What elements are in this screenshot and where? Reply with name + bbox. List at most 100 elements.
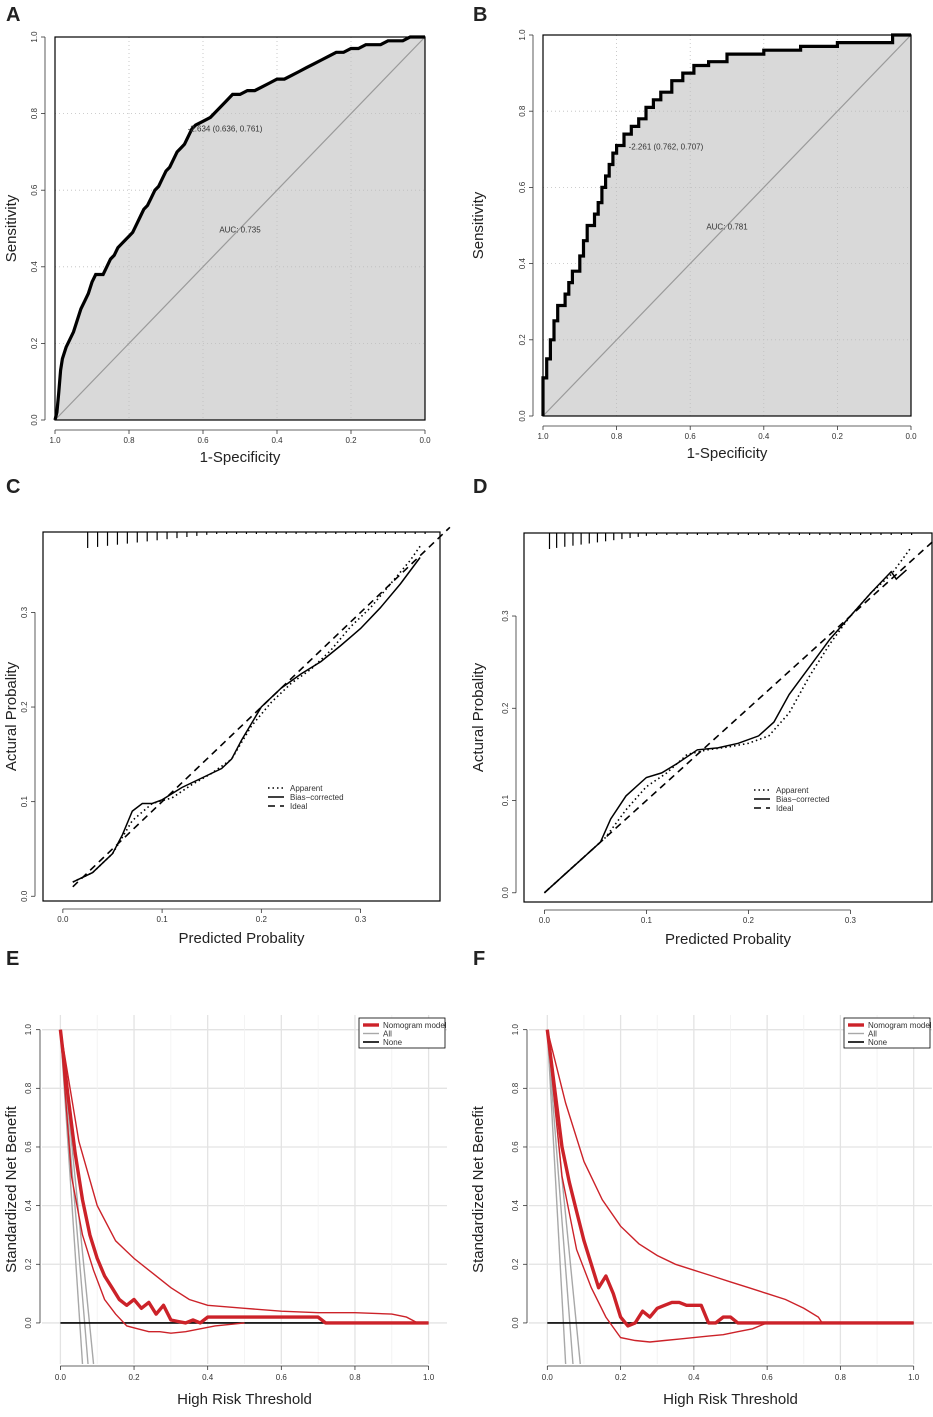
roc-chart-b: 1.0 0.8 0.6 0.4 0.2 0.0 0.0 0.2 0.4 0.6 0.8 1.0 1-Sp… [470, 29, 917, 462]
nomogram-model-curve [58, 1029, 429, 1325]
x-axis-label: Predicted Probality [665, 931, 791, 948]
treat-all-line [546, 1029, 567, 1365]
x-tick-label: 0.8 [123, 436, 135, 445]
x-tick-label: 0.3 [845, 916, 857, 925]
y-tick-label: 0.8 [24, 1082, 33, 1094]
panel-e: E Nomogram model All None 0.0 0.2 0.4 0.6 0.8 1.… [0, 944, 466, 1416]
y-tick-label: 0.2 [20, 701, 29, 713]
upper-ci-curve [59, 1029, 418, 1324]
y-tick-label: 1.0 [518, 29, 527, 41]
y-tick-label: 0.6 [30, 184, 39, 196]
x-tick-label: 1.0 [537, 432, 549, 441]
legend-label: None [383, 1038, 403, 1047]
legend-label: Bias−corrected [290, 793, 344, 802]
plot-frame [54, 36, 426, 421]
panel-label: C [6, 476, 21, 498]
x-axis-label: High Risk Threshold [177, 1391, 312, 1408]
x-tick-label: 0.8 [835, 1373, 847, 1382]
y-axis-label: Actural Probality [470, 662, 487, 772]
y-tick-label: 0.6 [24, 1141, 33, 1153]
apparent-curve [72, 545, 421, 883]
apparent-curve [543, 546, 913, 894]
y-axis-label: Sensitivity [3, 194, 20, 262]
bias-corrected-curve [72, 557, 421, 883]
y-axis-label: Actural Probality [3, 661, 20, 771]
nomogram-model-curve [545, 1029, 914, 1328]
x-tick-label: 0.8 [349, 1373, 361, 1382]
x-axis-label: Predicted Probality [179, 930, 305, 947]
legend-label: All [383, 1030, 392, 1039]
x-tick-label: 0.0 [57, 915, 69, 924]
y-tick-label: 0.1 [20, 796, 29, 808]
x-tick-label: 1.0 [49, 436, 61, 445]
threshold-annotation: -2.261 (0.762, 0.707) [629, 143, 704, 152]
x-tick-label: 0.2 [743, 916, 755, 925]
y-tick-label: 0.3 [20, 606, 29, 618]
x-tick-label: 0.6 [197, 436, 209, 445]
y-tick-label: 0.0 [511, 1317, 520, 1329]
y-tick-label: 0.6 [511, 1141, 520, 1153]
x-tick-label: 0.2 [615, 1373, 627, 1382]
x-tick-label: 0.1 [157, 915, 169, 924]
x-tick-label: 0.6 [276, 1373, 288, 1382]
y-tick-label: 0.0 [518, 410, 527, 422]
x-tick-label: 0.6 [762, 1373, 774, 1382]
x-tick-label: 0.1 [641, 916, 653, 925]
y-tick-label: 0.4 [30, 261, 39, 273]
y-tick-label: 0.3 [501, 610, 510, 622]
plot-frame [42, 531, 441, 902]
legend-label: Nomogram model [383, 1021, 447, 1030]
legend-label: Apparent [776, 786, 809, 795]
legend-label: Nomogram model [868, 1021, 932, 1030]
x-tick-label: 0.2 [345, 436, 357, 445]
y-tick-label: 0.2 [511, 1258, 520, 1270]
legend-label: Ideal [290, 802, 308, 811]
legend-label: All [868, 1030, 877, 1039]
x-tick-label: 1.0 [423, 1373, 435, 1382]
panel-label: F [473, 948, 486, 970]
y-tick-label: 1.0 [30, 31, 39, 43]
x-tick-label: 0.2 [832, 432, 844, 441]
y-tick-label: 0.8 [511, 1082, 520, 1094]
ideal-line [543, 540, 933, 894]
y-tick-label: 0.0 [24, 1317, 33, 1329]
x-tick-label: 0.0 [905, 432, 917, 441]
x-tick-label: 0.4 [271, 436, 283, 445]
y-tick-label: 1.0 [24, 1024, 33, 1036]
y-tick-label: 0.2 [24, 1258, 33, 1270]
x-axis-label: 1-Specificity [687, 445, 768, 462]
y-tick-label: 0.4 [511, 1200, 520, 1212]
y-tick-label: 0.2 [30, 337, 39, 349]
panel-label: D [473, 476, 488, 498]
panel-f: F Nomogram model All None 0.0 0.2 0.4 0.6 0.8 1.… [467, 944, 933, 1416]
y-tick-label: 0.4 [518, 257, 527, 269]
y-tick-label: 1.0 [511, 1024, 520, 1036]
auc-annotation: AUC: 0.781 [706, 222, 748, 231]
x-tick-label: 0.8 [611, 432, 623, 441]
x-tick-label: 0.0 [419, 436, 431, 445]
legend-label: Bias−corrected [776, 795, 830, 804]
reference-diagonal [542, 34, 912, 417]
x-tick-label: 0.6 [685, 432, 697, 441]
lower-ci-curve [59, 1029, 245, 1334]
panel-d: D Apparent Bias−corrected Ideal 0.0 0.1 0.2 0.… [467, 472, 933, 948]
y-axis-label: Standardized Net Benefit [3, 1105, 20, 1273]
lower-ci-curve [546, 1029, 775, 1343]
x-tick-label: 0.4 [758, 432, 770, 441]
reference-diagonal [54, 36, 426, 421]
y-tick-label: 0.1 [501, 794, 510, 806]
y-axis-label: Sensitivity [470, 191, 487, 259]
legend-label: Ideal [776, 804, 794, 813]
x-tick-label: 0.2 [256, 915, 268, 924]
x-tick-label: 0.0 [55, 1373, 67, 1382]
x-tick-label: 0.4 [688, 1373, 700, 1382]
upper-ci-curve [546, 1029, 823, 1324]
y-tick-label: 0.6 [518, 181, 527, 193]
bias-corrected-curve [543, 569, 908, 894]
x-tick-label: 1.0 [908, 1373, 920, 1382]
y-tick-label: 0.8 [518, 105, 527, 117]
panel-c: C Apparent Bias−corrected Ideal 0.0 0.1 0.2 0.… [0, 472, 466, 947]
